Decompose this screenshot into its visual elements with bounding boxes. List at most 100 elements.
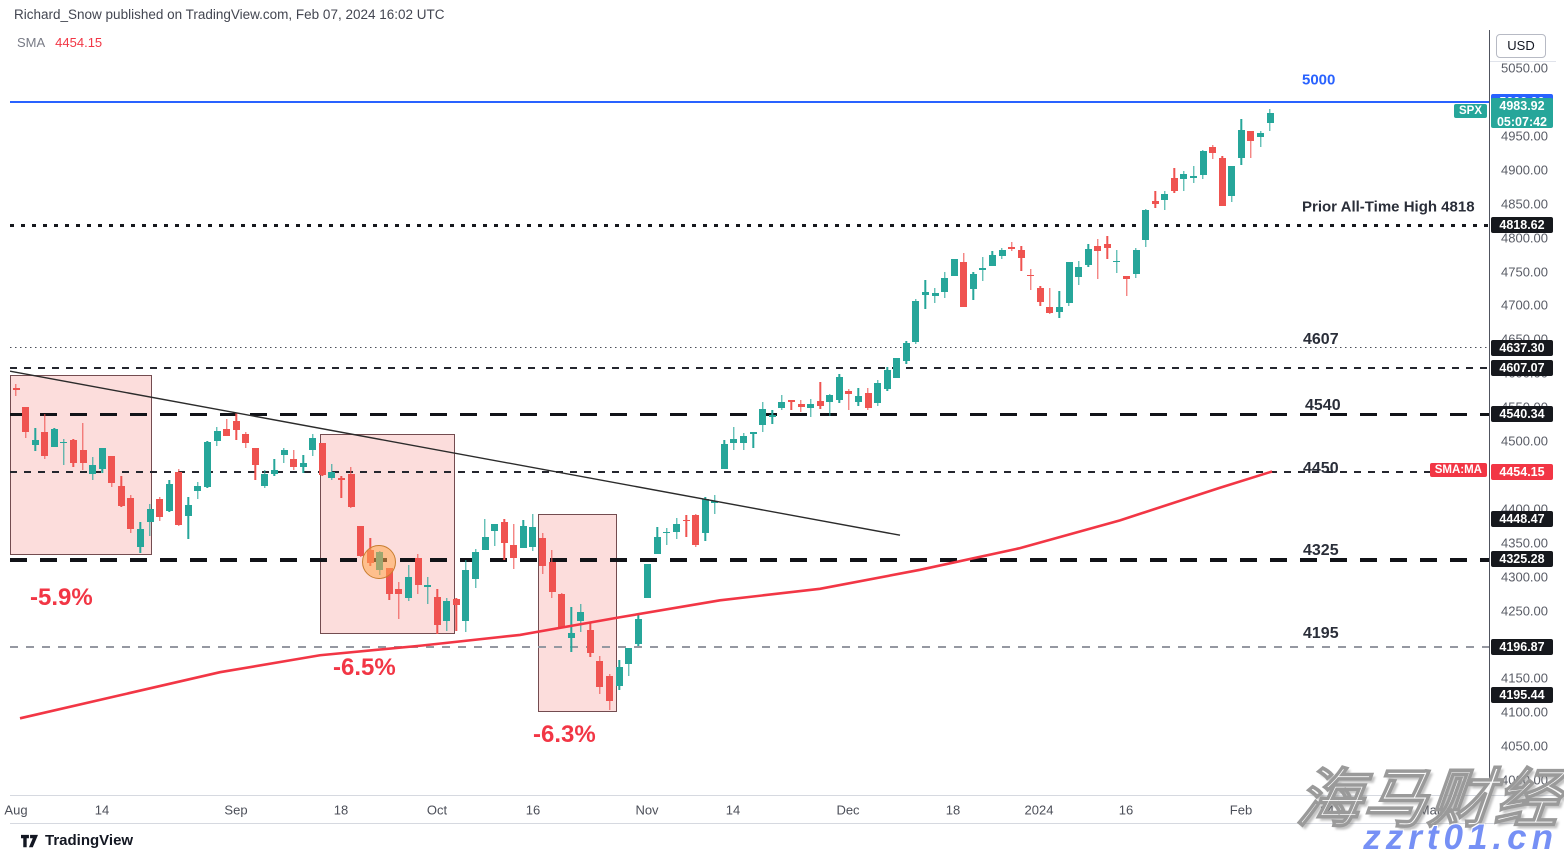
time-label-Aug[interactable]: Aug [4, 802, 28, 817]
candle-body [673, 523, 681, 532]
level-line-5000 [10, 101, 1489, 103]
candle [213, 426, 221, 446]
candle [203, 441, 211, 488]
time-label-Mar[interactable]: Mar [1418, 802, 1442, 817]
candle-body [12, 388, 20, 390]
candle [1055, 291, 1063, 318]
time-label-14[interactable]: 14 [1319, 802, 1335, 817]
candle-body [328, 472, 336, 479]
time-label-14[interactable]: 14 [725, 802, 741, 817]
candle-body [759, 409, 767, 425]
time-axis[interactable]: Aug 14 Sep 18 Oct 16 Nov 14 Dec 18 2024 16 Feb 14 Mar [4, 795, 1555, 824]
candle [328, 464, 336, 481]
candle [615, 659, 623, 691]
candle-body [309, 437, 317, 450]
candle [1228, 165, 1236, 202]
candle-wick [771, 410, 773, 425]
candle-body [1218, 158, 1226, 207]
candle [577, 604, 585, 632]
candle-body [519, 526, 527, 549]
candle-body [472, 552, 480, 580]
sma-indicator-value: 4454.15 [55, 35, 103, 50]
level-line-4607.07 [10, 367, 1489, 369]
candle-body [1027, 274, 1035, 277]
candle-body [481, 537, 489, 551]
time-label-16[interactable]: 16 [525, 802, 541, 817]
candle [1151, 191, 1159, 208]
time-label-Sep[interactable]: Sep [224, 802, 248, 817]
time-label-18[interactable]: 18 [945, 802, 961, 817]
candle [1123, 275, 1130, 296]
candle-wick [1058, 291, 1061, 318]
candle-wick [1030, 268, 1032, 291]
candle [1142, 209, 1150, 248]
time-label-Nov[interactable]: Nov [635, 802, 659, 817]
candle-body [663, 531, 671, 534]
indicator-legend[interactable]: SMA 4454.15 [17, 35, 102, 50]
candle [1046, 287, 1054, 315]
candle [156, 496, 164, 521]
candle-body [615, 666, 623, 686]
candle [979, 256, 987, 281]
candle [50, 428, 58, 448]
floating-badge-sma:ma: SMA:MA [1429, 463, 1487, 478]
candle-body [165, 484, 173, 512]
candle [1190, 165, 1198, 183]
candle-wick [484, 518, 486, 551]
candle-wick [1164, 191, 1166, 211]
candle-wick [1020, 245, 1022, 271]
candle-wick [666, 527, 668, 545]
level-label-5000: 5000 [1302, 71, 1336, 89]
time-label-14[interactable]: 14 [94, 802, 110, 817]
candle-body [826, 394, 834, 403]
candle-body [31, 440, 39, 446]
candle [510, 524, 518, 570]
candle-body [69, 439, 77, 464]
candle-wick [1183, 171, 1185, 191]
candle-body [1190, 175, 1198, 178]
candle-wick [187, 496, 190, 539]
candle [634, 613, 642, 647]
candle-wick [455, 598, 458, 631]
candle-body [969, 273, 977, 290]
candle-wick [283, 447, 285, 463]
candle-body [299, 463, 307, 467]
candle-body [740, 435, 748, 444]
candle-wick [34, 428, 36, 452]
candle [749, 431, 757, 449]
time-label-18[interactable]: 18 [333, 802, 349, 817]
price-axis[interactable]: USD 5050.00 4950.00 4900.00 4850.00 4800.00 4… [1489, 30, 1556, 822]
chart-pane[interactable]: SMA 4454.15 5000 Prior All-Time High 4818 4… [10, 30, 1489, 795]
time-label-Dec[interactable]: Dec [836, 802, 860, 817]
time-label-Oct[interactable]: Oct [426, 802, 448, 817]
time-label-2024[interactable]: 2024 [1024, 802, 1054, 817]
candle-body [1036, 288, 1044, 302]
candle-wick [1192, 165, 1195, 183]
currency-toggle-button[interactable]: USD [1496, 34, 1546, 58]
candle [692, 513, 700, 548]
candle [223, 419, 231, 437]
candle-body [385, 568, 393, 595]
publish-header: Richard_Snow published on TradingView.co… [14, 7, 445, 22]
candle [433, 589, 441, 634]
candle-wick [1250, 131, 1252, 158]
candle-body [443, 600, 451, 622]
candle [1094, 238, 1102, 279]
candle-wick [819, 382, 821, 410]
candle-body [1180, 173, 1188, 180]
candle [491, 523, 499, 547]
candle [902, 340, 910, 364]
candle [385, 567, 393, 601]
tradingview-logo[interactable]: TradingView [20, 828, 133, 852]
candle-body [921, 291, 929, 295]
candle [194, 482, 202, 500]
candle-body [357, 526, 365, 557]
candle-body [625, 648, 633, 665]
candle-wick [829, 394, 831, 416]
time-label-Feb[interactable]: Feb [1229, 802, 1253, 817]
time-label-16[interactable]: 16 [1118, 802, 1134, 817]
candle [184, 496, 192, 539]
candle [242, 431, 250, 448]
candle [1103, 236, 1111, 260]
price-tick-4000.00: 4000.00 [1501, 772, 1548, 788]
